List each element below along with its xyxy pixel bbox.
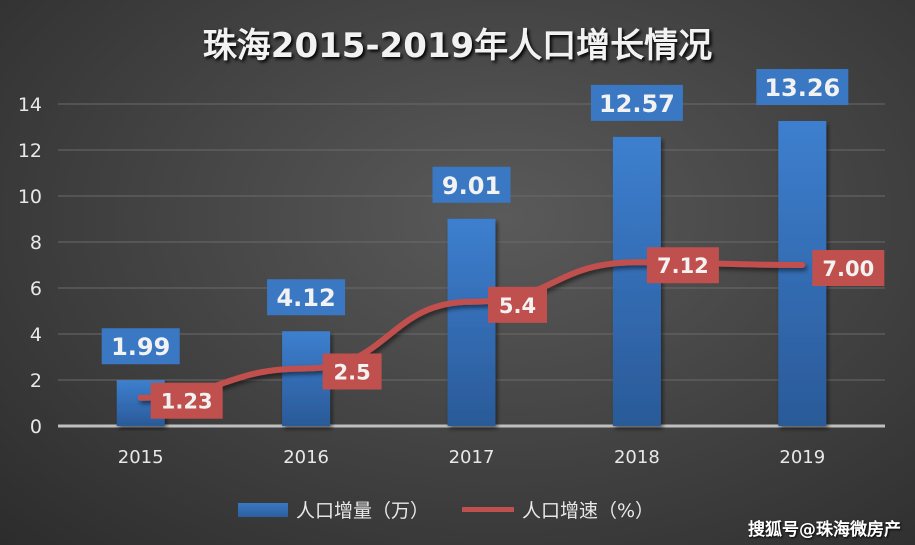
legend-swatch-line [462, 507, 514, 512]
bar [282, 331, 331, 426]
legend-item-bar: 人口增量（万） [238, 496, 429, 523]
chart-title: 珠海2015-2019年人口增长情况 [202, 26, 713, 66]
x-tick-label: 2018 [614, 447, 660, 468]
y-tick-label: 4 [30, 324, 42, 346]
bar-data-label-box [590, 84, 683, 121]
bar-data-label: 12.57 [599, 90, 675, 118]
bar-data-label-box [432, 166, 511, 203]
x-tick-label: 2019 [779, 447, 825, 468]
line-data-label-box [488, 286, 547, 323]
x-tick-label: 2016 [283, 447, 329, 468]
watermark: 搜狐号@珠海微房产 [748, 520, 901, 540]
line-data-label-box [812, 250, 885, 286]
line-data-label-box [150, 382, 223, 419]
y-tick-label: 0 [30, 416, 42, 438]
bar-data-label: 13.26 [764, 74, 840, 102]
bar-data-label-box [756, 69, 849, 106]
bar-data-label: 1.99 [111, 333, 170, 361]
y-tick-label: 6 [30, 278, 42, 300]
line-data-label: 5.4 [499, 294, 536, 318]
line-data-label-box [322, 353, 382, 390]
legend-label-bar: 人口增量（万） [296, 500, 430, 522]
y-tick-label: 10 [18, 186, 42, 208]
bar-data-label: 4.12 [276, 284, 335, 312]
x-tick-label: 2017 [449, 447, 495, 468]
bar-data-label-box [267, 279, 346, 316]
bar-data-label: 9.01 [442, 172, 501, 200]
legend-label-line: 人口增速（%） [522, 500, 655, 522]
line-data-label-box [646, 247, 719, 284]
legend-item-line: 人口增速（%） [462, 496, 654, 523]
y-tick-label: 2 [30, 370, 42, 392]
line-data-label: 2.5 [333, 361, 370, 385]
line-data-label: 7.00 [822, 257, 874, 281]
line-data-label: 1.23 [161, 390, 213, 414]
y-tick-label: 8 [30, 232, 42, 254]
bar [447, 218, 496, 426]
y-tick-label: 14 [18, 94, 42, 116]
line-data-label: 7.12 [657, 254, 709, 278]
bar-data-label-box [101, 328, 180, 365]
x-tick-label: 2015 [118, 447, 164, 468]
y-tick-label: 12 [18, 140, 42, 162]
legend-swatch-bar [238, 502, 288, 517]
